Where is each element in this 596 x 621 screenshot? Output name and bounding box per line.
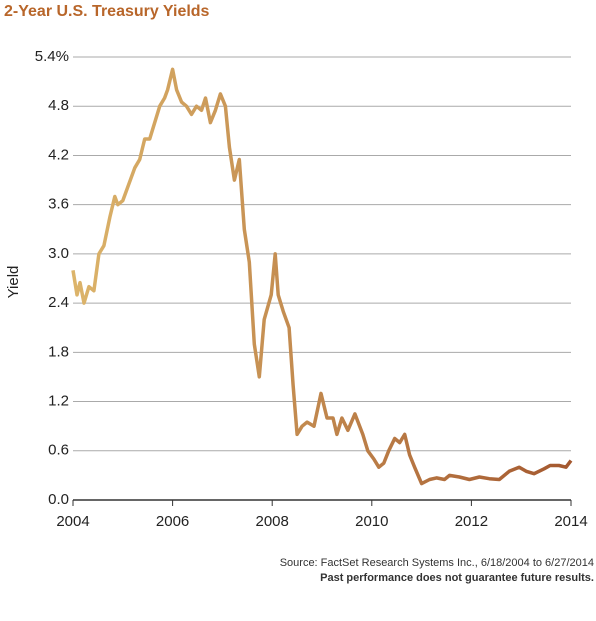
x-tick-label: 2006 <box>156 513 189 530</box>
note: Past performance does not guarantee futu… <box>320 572 594 584</box>
y-tick-label: 0.6 <box>48 442 69 459</box>
source: Source: FactSet Research Systems Inc., 6… <box>280 557 594 569</box>
y-tick-label: 2.4 <box>48 294 69 311</box>
y-tick-label: 4.8 <box>48 97 69 114</box>
x-tick-label: 2008 <box>256 513 289 530</box>
y-tick-label: 1.8 <box>48 343 69 360</box>
y-tick-label: 0.0 <box>48 491 69 508</box>
x-tick-label: 2004 <box>56 513 89 530</box>
x-tick-label: 2010 <box>355 513 388 530</box>
y-tick-label: 3.0 <box>48 245 69 262</box>
y-tick-label: 1.2 <box>48 393 69 410</box>
y-tick-label: 4.2 <box>48 146 69 163</box>
x-tick-label: 2012 <box>455 513 488 530</box>
y-tick-label: 3.6 <box>48 196 69 213</box>
y-axis-label: Yield <box>5 266 22 299</box>
chart-title: 2-Year U.S. Treasury Yields <box>4 3 210 20</box>
x-tick-label: 2014 <box>554 513 587 530</box>
y-tick-label: 5.4% <box>35 48 69 65</box>
yield-line <box>71 67 573 486</box>
